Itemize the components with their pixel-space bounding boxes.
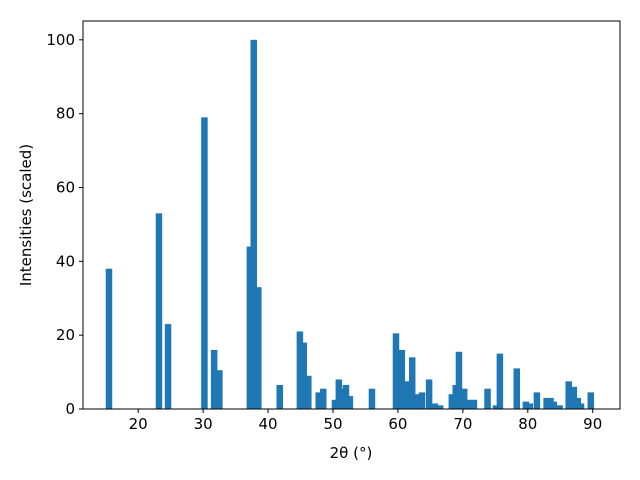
bar bbox=[315, 392, 322, 409]
bar bbox=[210, 349, 218, 409]
bar bbox=[155, 213, 163, 409]
bar bbox=[342, 385, 350, 409]
bar bbox=[547, 397, 554, 409]
bar bbox=[418, 392, 426, 409]
bar bbox=[164, 324, 172, 409]
y-tick-label: 100 bbox=[46, 31, 75, 49]
bar bbox=[436, 405, 444, 409]
x-tick-label: 80 bbox=[518, 415, 537, 433]
x-tick-label: 60 bbox=[388, 415, 407, 433]
bar bbox=[470, 399, 478, 409]
bar bbox=[556, 405, 563, 409]
bar bbox=[543, 397, 550, 409]
x-tick-label: 50 bbox=[323, 415, 342, 433]
bar bbox=[320, 388, 327, 409]
bar bbox=[408, 357, 416, 409]
bar bbox=[255, 287, 262, 409]
x-tick-label: 90 bbox=[583, 415, 602, 433]
bar bbox=[404, 381, 411, 409]
bar bbox=[496, 353, 504, 409]
bar bbox=[368, 388, 376, 409]
bar bbox=[570, 386, 578, 409]
bar bbox=[105, 268, 113, 409]
bar bbox=[276, 385, 283, 409]
bar bbox=[305, 375, 312, 409]
bar bbox=[201, 117, 208, 410]
y-tick-label: 0 bbox=[65, 400, 75, 418]
bar bbox=[550, 401, 558, 409]
bar bbox=[464, 399, 472, 409]
x-axis-label: 2θ (°) bbox=[330, 444, 373, 462]
bar bbox=[414, 394, 422, 409]
bar bbox=[398, 349, 406, 409]
bar bbox=[392, 333, 400, 409]
bar bbox=[492, 405, 500, 409]
x-tick-label: 30 bbox=[194, 415, 213, 433]
bar bbox=[250, 39, 258, 409]
bar bbox=[346, 396, 354, 409]
bar bbox=[425, 379, 433, 409]
bar bbox=[587, 392, 595, 409]
bar bbox=[431, 403, 439, 409]
x-tick-label: 20 bbox=[129, 415, 148, 433]
bar bbox=[300, 342, 308, 409]
bar bbox=[513, 368, 521, 409]
x-tick-label: 70 bbox=[453, 415, 472, 433]
bar bbox=[455, 351, 463, 409]
bar bbox=[448, 394, 456, 409]
plot-frame bbox=[82, 20, 621, 410]
bar bbox=[460, 388, 468, 409]
bar bbox=[533, 392, 541, 409]
y-axis-label: Intensities (scaled) bbox=[17, 144, 35, 286]
x-tick-label: 40 bbox=[259, 415, 278, 433]
bar bbox=[335, 379, 343, 409]
bar bbox=[577, 403, 585, 409]
y-tick-label: 60 bbox=[56, 178, 75, 196]
y-tick-label: 20 bbox=[56, 326, 75, 344]
bar bbox=[565, 381, 572, 409]
bar bbox=[522, 401, 530, 409]
bar bbox=[484, 388, 491, 409]
bar bbox=[216, 370, 223, 409]
y-tick-label: 80 bbox=[56, 105, 75, 123]
bar bbox=[246, 246, 254, 409]
bar bbox=[296, 331, 304, 409]
bar bbox=[526, 403, 533, 409]
bar bbox=[331, 399, 339, 409]
y-tick-label: 40 bbox=[56, 252, 75, 270]
